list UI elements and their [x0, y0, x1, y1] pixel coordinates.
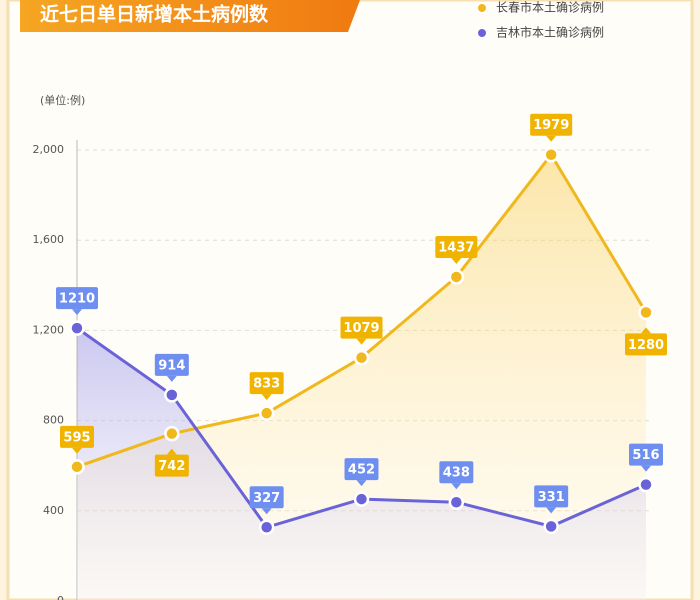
- point: [448, 269, 465, 285]
- point: [543, 518, 559, 535]
- area: [77, 328, 646, 600]
- legend-label: 长春市本土确诊病例: [496, 0, 604, 15]
- point: [638, 476, 654, 493]
- label-box: [629, 443, 663, 466]
- label-box: [249, 486, 284, 509]
- label-box: [435, 235, 478, 258]
- data-label: 1280: [628, 338, 664, 353]
- data-label: 1979: [533, 118, 569, 133]
- data-label: 914: [158, 358, 185, 373]
- point: [258, 405, 275, 421]
- label-pointer: [451, 483, 462, 490]
- label-pointer: [356, 480, 367, 487]
- y-tick-label: 1,600: [33, 233, 65, 246]
- label-pointer: [546, 507, 557, 514]
- label-pointer: [451, 257, 462, 264]
- data-label: 595: [63, 430, 90, 445]
- point: [448, 494, 465, 510]
- label-pointer: [166, 448, 177, 455]
- y-tick-label: 2,000: [33, 143, 65, 156]
- y-tick-label: 800: [43, 414, 64, 427]
- label-box: [56, 287, 98, 310]
- point: [164, 425, 180, 442]
- data-label: 1437: [438, 240, 474, 255]
- label-pointer: [72, 447, 82, 454]
- point: [638, 304, 654, 321]
- label-box: [154, 454, 189, 477]
- data-label: 438: [443, 466, 470, 481]
- point: [69, 320, 85, 336]
- legend-label: 吉林市本土确诊病例: [496, 25, 604, 40]
- y-tick-label: 1,200: [33, 323, 65, 336]
- label-pointer: [166, 375, 177, 382]
- label-box: [249, 372, 284, 395]
- title-banner: [20, 0, 360, 32]
- label-box: [530, 113, 573, 136]
- chart-title: 近七日单日新增本土病例数: [40, 3, 269, 26]
- data-label: 1210: [59, 292, 95, 307]
- data-label: 1079: [343, 321, 379, 336]
- label-box: [344, 458, 379, 481]
- label-box: [439, 461, 474, 484]
- y-tick-label: 400: [43, 504, 64, 517]
- label-pointer: [356, 338, 367, 345]
- data-label: 742: [158, 459, 185, 474]
- point: [543, 146, 559, 163]
- label-box: [534, 485, 569, 508]
- label-box: [625, 333, 667, 356]
- data-label: 833: [253, 377, 280, 392]
- label-pointer: [261, 394, 272, 401]
- label-pointer: [641, 465, 651, 472]
- data-label: 331: [538, 490, 565, 505]
- point: [353, 349, 370, 366]
- point: [258, 519, 275, 536]
- label-box: [60, 425, 94, 448]
- label-pointer: [546, 135, 557, 142]
- y-tick-label: 0: [57, 594, 64, 600]
- data-label: 327: [253, 491, 280, 506]
- label-pointer: [261, 508, 272, 515]
- data-label: 516: [632, 448, 659, 463]
- point: [353, 491, 370, 507]
- data-label: 452: [348, 463, 375, 478]
- point: [164, 387, 180, 403]
- label-pointer: [641, 327, 651, 334]
- label-box: [154, 353, 189, 376]
- legend-marker: [476, 27, 488, 39]
- point: [69, 459, 85, 475]
- y-axis-label: (单位:例): [40, 93, 85, 107]
- label-box: [340, 316, 383, 339]
- legend-marker: [476, 2, 488, 14]
- label-pointer: [72, 309, 82, 316]
